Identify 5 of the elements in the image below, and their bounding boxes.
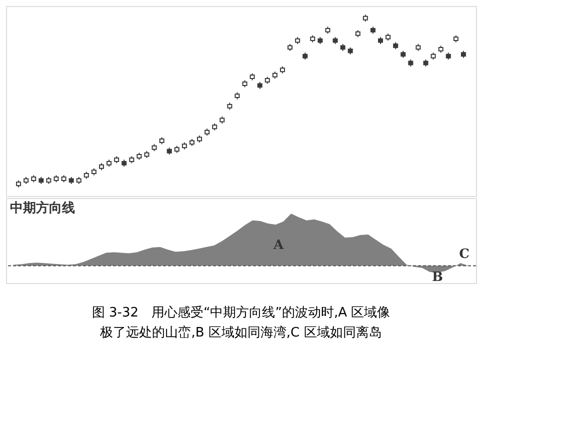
annotation: B	[432, 270, 443, 286]
chart-title: 中期方向线	[10, 200, 75, 216]
annotation: C	[459, 247, 470, 262]
caption: 图 3-32 用心感受“中期方向线”的波动时,A 区域像极了远处的山峦,B 区域如同海湾,C 区域如同离岛	[92, 304, 390, 341]
annotation: A	[272, 238, 285, 253]
